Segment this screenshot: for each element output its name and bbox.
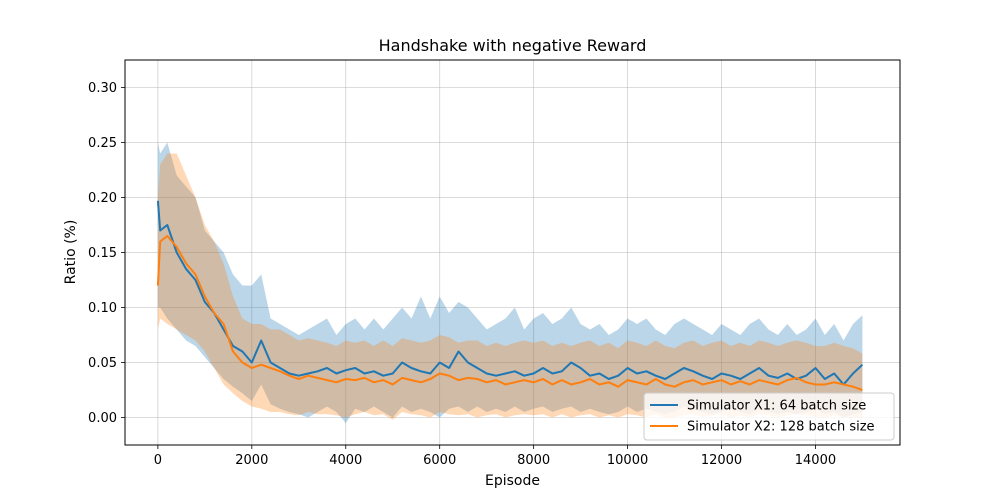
series-1-line xyxy=(156,200,864,386)
series-1-band xyxy=(157,142,863,423)
y-tick-label: 0.10 xyxy=(88,301,117,316)
y-tick-label: 0.20 xyxy=(88,191,117,206)
x-tick-label: 6000 xyxy=(423,453,456,468)
chart-title: Handshake with negative Reward xyxy=(379,36,647,55)
legend: Simulator X1: 64 batch size Simulator X2:… xyxy=(643,392,895,441)
series-lines xyxy=(156,200,864,391)
legend-label-1: Simulator X1: 64 batch size xyxy=(687,399,866,414)
x-tick-label: 12000 xyxy=(701,453,742,468)
y-tick-label: 0.05 xyxy=(88,356,117,371)
series-2-band xyxy=(157,153,863,420)
x-axis-ticks: 0 2000 4000 6000 8000 10000 12000 14000 xyxy=(154,445,836,468)
x-tick-label: 4000 xyxy=(329,453,362,468)
grid-lines xyxy=(125,60,900,445)
y-tick-label: 0.00 xyxy=(88,411,117,426)
y-tick-label: 0.30 xyxy=(88,81,117,96)
x-tick-label: 2000 xyxy=(235,453,268,468)
x-tick-label: 14000 xyxy=(795,453,836,468)
y-tick-label: 0.25 xyxy=(88,136,117,151)
legend-label-2: Simulator X2: 128 batch size xyxy=(687,420,875,435)
x-axis-label: Episode xyxy=(485,473,540,489)
x-tick-label: 8000 xyxy=(517,453,550,468)
y-axis-label: Ratio (%) xyxy=(63,220,79,285)
x-tick-label: 10000 xyxy=(607,453,648,468)
y-tick-label: 0.15 xyxy=(88,246,117,261)
x-tick-label: 0 xyxy=(154,453,162,468)
legend-box xyxy=(643,392,895,441)
y-axis-ticks: 0.00 0.05 0.10 0.15 0.20 0.25 0.30 xyxy=(88,81,125,426)
series-2-line xyxy=(156,235,863,391)
confidence-bands xyxy=(157,142,863,423)
